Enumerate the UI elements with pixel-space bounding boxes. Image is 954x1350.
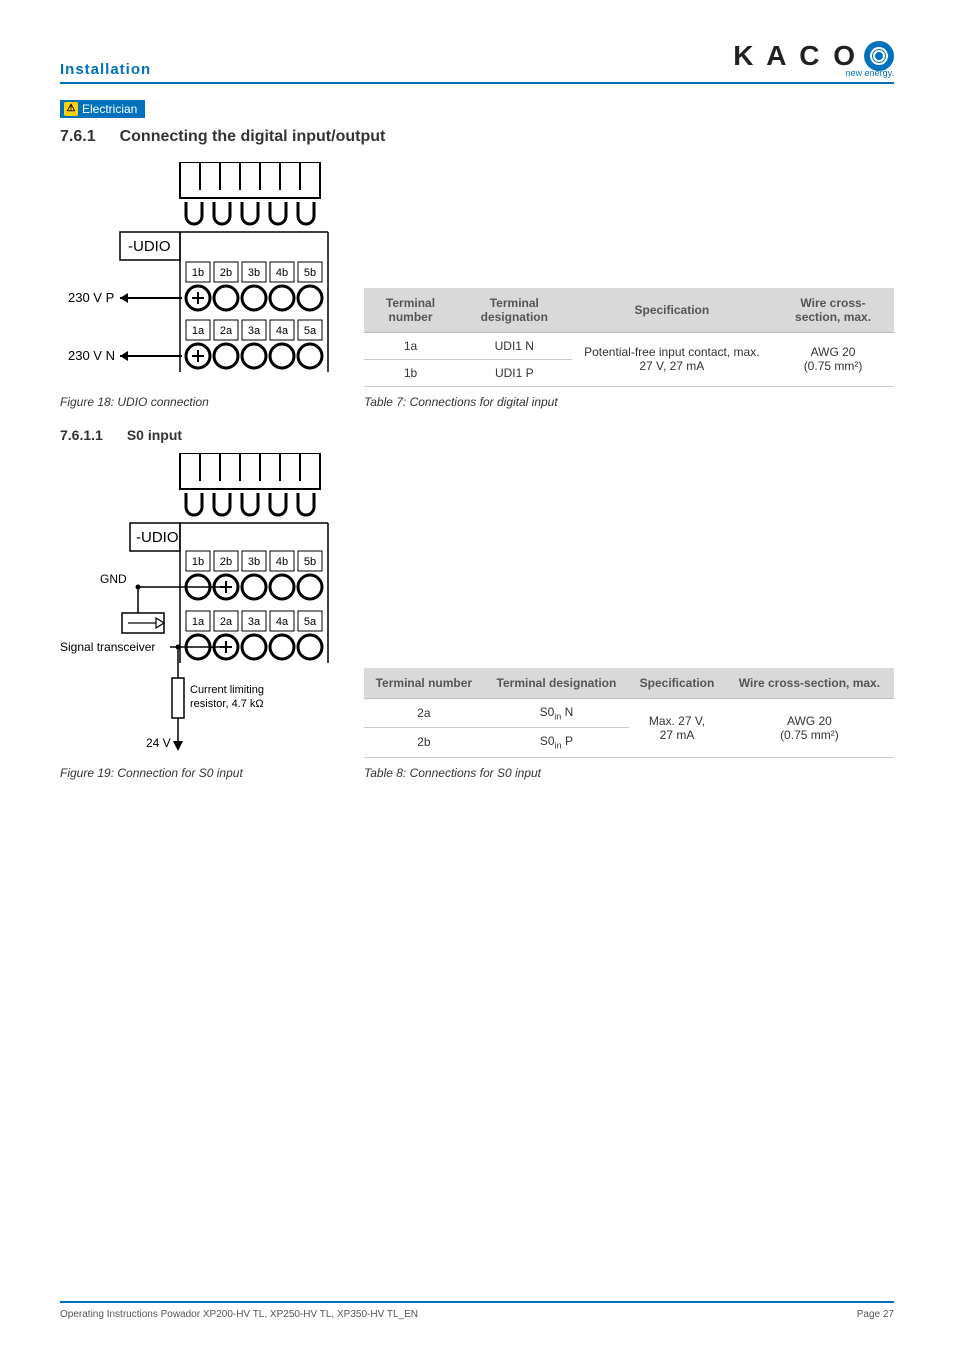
figure-18-caption: Figure 18: UDIO connection [60,395,340,409]
svg-text:1a: 1a [192,616,205,628]
svg-text:2b: 2b [220,267,232,279]
section-label: Installation [60,61,151,78]
table-8: Terminal number Terminal designation Spe… [364,668,894,758]
cell: 1a [364,332,457,359]
cell-wire: AWG 20 (0.75 mm²) [772,332,894,386]
logo: K A C O new energy. [733,40,894,78]
svg-text:4a: 4a [276,616,289,628]
logo-swirl-icon [864,41,894,71]
svg-text:4b: 4b [276,267,288,279]
badge-label: Electrician [82,102,137,116]
svg-text:resistor, 4.7 kΩ: resistor, 4.7 kΩ [190,698,264,710]
svg-text:230 V N: 230 V N [68,348,115,363]
svg-text:24 V: 24 V [146,736,171,750]
svg-text:3a: 3a [248,616,261,628]
th-spec: Specification [629,668,725,699]
svg-text:3b: 3b [248,267,260,279]
svg-text:1b: 1b [192,267,204,279]
th-term-num: Terminal number [364,288,457,333]
page-footer: Operating Instructions Powador XP200-HV … [60,1301,894,1320]
th-term-des: Terminal designation [457,288,572,333]
svg-text:2a: 2a [220,325,233,337]
figure-18: -UDIO 1b 2b 3b 4b 5b [60,162,340,387]
cell-spec: Potential-free input contact, max. 27 V,… [572,332,772,386]
cell: UDI1 N [457,332,572,359]
th-term-num: Terminal number [364,668,484,699]
svg-text:5a: 5a [304,325,317,337]
svg-text:Current limiting: Current limiting [190,684,264,696]
svg-text:3a: 3a [248,325,261,337]
udio-label: -UDIO [128,238,171,255]
electrician-badge: ⚠ Electrician [60,100,145,118]
heading-title: S0 input [127,427,182,443]
th-wire: Wire cross-section, max. [725,668,894,699]
figure-19: -UDIO 1b 2b 3b 4b 5b [60,453,340,758]
cell-wire: AWG 20(0.75 mm²) [725,698,894,757]
heading-761: 7.6.1 Connecting the digital input/outpu… [60,128,894,146]
svg-text:4b: 4b [276,556,288,568]
table-7: Terminal number Terminal designation Spe… [364,288,894,387]
th-wire: Wire cross-section, max. [772,288,894,333]
svg-text:1b: 1b [192,556,204,568]
svg-text:2b: 2b [220,556,232,568]
svg-text:GND: GND [100,572,127,586]
cell: S0in N [484,698,629,727]
page-header: Installation K A C O new energy. [60,40,894,78]
heading-number: 7.6.1 [60,128,96,146]
warning-icon: ⚠ [64,102,78,116]
figure-19-caption: Figure 19: Connection for S0 input [60,766,340,780]
svg-text:1a: 1a [192,325,205,337]
table-row: 1a UDI1 N Potential-free input contact, … [364,332,894,359]
svg-text:3b: 3b [248,556,260,568]
footer-right: Page 27 [857,1309,894,1320]
heading-title: Connecting the digital input/output [120,128,386,146]
header-rule [60,82,894,84]
svg-text:-UDIO: -UDIO [136,529,179,546]
svg-text:4a: 4a [276,325,289,337]
svg-text:2a: 2a [220,616,233,628]
cell: 2b [364,728,484,757]
cell: 1b [364,359,457,386]
cell: UDI1 P [457,359,572,386]
footer-left: Operating Instructions Powador XP200-HV … [60,1309,418,1320]
th-spec: Specification [572,288,772,333]
cell: S0in P [484,728,629,757]
table-row: 2a S0in N Max. 27 V,27 mA AWG 20(0.75 mm… [364,698,894,727]
logo-text: K A C O [733,40,858,72]
cell-spec: Max. 27 V,27 mA [629,698,725,757]
svg-text:5b: 5b [304,556,316,568]
heading-number: 7.6.1.1 [60,427,103,443]
heading-7611: 7.6.1.1 S0 input [60,427,894,443]
cell: 2a [364,698,484,727]
table-7-caption: Table 7: Connections for digital input [364,395,894,409]
table-8-caption: Table 8: Connections for S0 input [364,766,894,780]
svg-text:5a: 5a [304,616,317,628]
svg-text:5b: 5b [304,267,316,279]
svg-text:Signal transceiver: Signal transceiver [60,640,155,654]
th-term-des: Terminal designation [484,668,629,699]
svg-text:230 V P: 230 V P [68,290,114,305]
